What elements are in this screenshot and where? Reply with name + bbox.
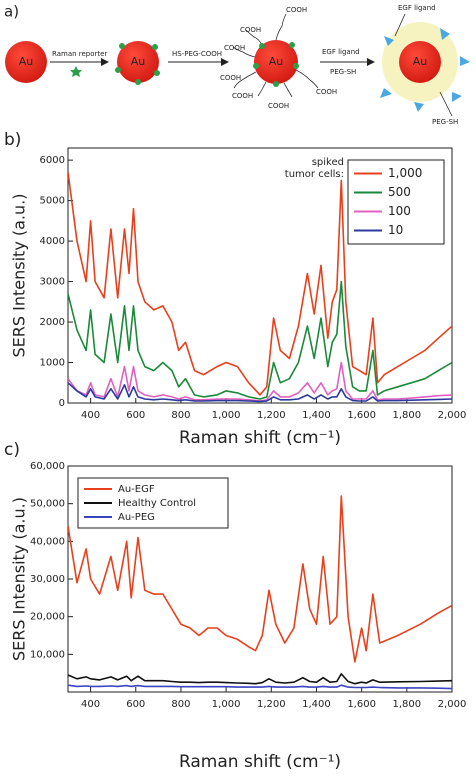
particle-label: Au [19,55,34,68]
y-axis-label: SERS Intensity (a.u.) [10,194,29,358]
particle-label: Au [413,55,428,68]
y-tick-label: 60,000 [30,461,65,472]
annotation: spiked [312,157,344,168]
x-tick-label: 1,800 [393,410,422,421]
ligands [380,28,470,112]
reporter [70,66,82,77]
reporters [115,43,160,85]
x-tick-label: 800 [171,699,190,710]
group-label: COOH [224,44,245,52]
y-tick-label: 3000 [40,277,65,288]
series-line [68,382,452,403]
gold-particle [5,41,47,83]
y-tick-label: 4000 [40,236,65,247]
x-tick-label: 2,000 [438,410,467,421]
series-line [68,280,452,400]
x-tick-label: 1,600 [347,699,376,710]
plot-lines [68,495,452,690]
group-label: COOH [286,6,307,14]
ligand-label: EGF ligand [398,4,436,12]
particle-label: Au [131,55,146,68]
y-tick-label: 0 [59,398,65,409]
y-axis-label: SERS Intensity (a.u.) [10,497,29,661]
y-tick-label: 30,000 [30,574,65,585]
diagram: a) Au Raman reporter Au HS-PEG-COOH Au C… [4,3,470,126]
x-axis-label: Raman shift (cm⁻¹) [179,752,341,772]
y-tick-label: 10,000 [30,649,65,660]
y-tick-label: 50,000 [30,499,65,510]
plot-frame [67,147,453,404]
x-tick-label: 400 [81,410,100,421]
step-label: HS-PEG-COOH [172,50,222,58]
x-tick-label: 1,600 [347,410,376,421]
legend-label: Au-PEG [118,512,155,523]
y-tick-label: 5000 [40,196,65,207]
gold-particle [254,40,298,84]
step-label: PEG-SH [330,68,356,76]
x-tick-label: 1,800 [393,699,422,710]
y-tick-label: 6000 [40,155,65,166]
legend-label: 100 [388,204,411,218]
x-tick-label: 1,200 [257,699,286,710]
legend-label: Healthy Control [118,498,196,509]
group-label: COOH [240,26,261,34]
series-line [68,673,452,685]
x-tick-label: 600 [126,699,145,710]
x-tick-label: 800 [171,410,190,421]
gold-particle [117,41,159,83]
peg-chains [232,13,319,98]
x-tick-label: 600 [126,410,145,421]
plot-lines [68,172,452,403]
group-label: COOH [268,102,289,110]
y-tick-label: 40,000 [30,536,65,547]
x-tick-label: 1,200 [257,410,286,421]
panel-label: b) [4,130,21,150]
step-label: EGF ligand [322,48,360,56]
x-tick-label: 400 [81,699,100,710]
legend-label: 500 [388,185,411,199]
panel-label: c) [4,440,20,460]
x-axis-label: Raman shift (cm⁻¹) [179,428,341,448]
gold-particle [399,41,441,83]
legend-label: 1,000 [388,166,422,180]
x-tick-label: 1,400 [302,410,331,421]
y-tick-label: 1000 [40,358,65,369]
x-tick-label: 1,400 [302,699,331,710]
group-label: COOH [220,74,241,82]
reporters [253,42,299,87]
group-label: COOH [232,92,253,100]
y-tick-label: 2000 [40,317,65,328]
y-tick-label: 20,000 [30,612,65,623]
series-line [68,684,452,690]
legend-label: Au-EGF [118,484,155,495]
pointer [394,13,406,37]
pointer [439,91,453,117]
x-tick-label: 1,000 [212,699,241,710]
group-label: COOH [316,88,337,96]
particle-label: Au [269,55,284,68]
peg-label: PEG-SH [432,118,458,126]
x-tick-label: 2,000 [438,699,467,710]
series-line [68,495,452,663]
step-label: Raman reporter [52,50,107,58]
legend-label: 10 [388,223,403,237]
series-line [68,172,452,396]
panel-label: a) [4,3,19,21]
annotation: tumor cells: [285,169,344,180]
x-tick-label: 1,000 [212,410,241,421]
